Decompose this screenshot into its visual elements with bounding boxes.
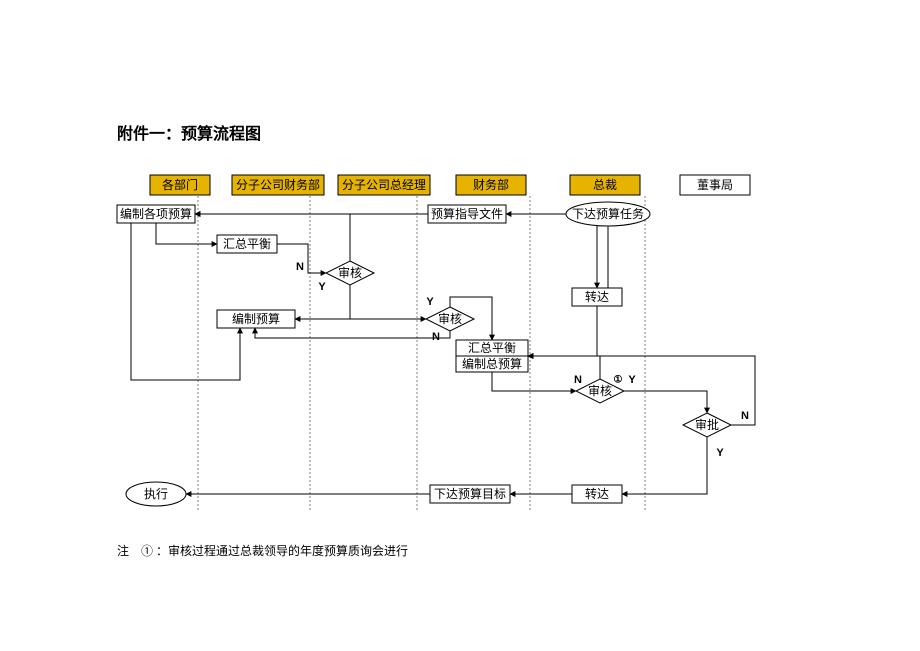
svg-text:编制预算: 编制预算	[232, 311, 280, 326]
svg-text:审批: 审批	[695, 417, 719, 432]
svg-text:①: ①	[614, 375, 623, 386]
svg-text:分子公司财务部: 分子公司财务部	[236, 177, 320, 192]
nodes: 编制各项预算汇总平衡审核编制预算审核汇总平衡编制总预算审核审批转达转达下达预算目…	[117, 202, 731, 506]
svg-text:转达: 转达	[585, 289, 609, 304]
svg-text:Y: Y	[426, 296, 434, 308]
svg-text:N: N	[574, 374, 582, 386]
svg-text:N: N	[432, 331, 440, 343]
svg-text:Y: Y	[716, 447, 724, 459]
svg-text:汇总平衡: 汇总平衡	[223, 237, 271, 251]
svg-text:Y: Y	[628, 374, 636, 386]
footnote: 注 ① ：审核过程通过总裁领导的年度预算质询会进行	[117, 542, 408, 559]
lane-headers: 各部门 分子公司财务部 分子公司总经理 财务部 总裁 董事局	[150, 175, 750, 195]
svg-text:财务部: 财务部	[473, 177, 509, 192]
svg-text:N: N	[741, 410, 749, 422]
svg-text:下达预算目标: 下达预算目标	[434, 486, 506, 501]
svg-text:审核: 审核	[338, 265, 362, 280]
svg-text:总裁: 总裁	[593, 178, 617, 192]
svg-text:预算指导文件: 预算指导文件	[431, 206, 503, 221]
svg-text:审核: 审核	[438, 311, 462, 326]
svg-text:董事局: 董事局	[697, 178, 733, 192]
svg-text:转达: 转达	[585, 486, 609, 501]
page: { "title": "附件一：预算流程图", "footnote": "注 ①…	[0, 0, 920, 651]
svg-text:分子公司总经理: 分子公司总经理	[342, 178, 426, 192]
svg-text:Y: Y	[318, 281, 326, 293]
svg-text:N: N	[296, 261, 304, 273]
edges: NYYNNY①NY	[131, 214, 755, 494]
svg-text:编制各项预算: 编制各项预算	[120, 206, 192, 221]
svg-text:审核: 审核	[588, 383, 612, 398]
svg-text:各部门: 各部门	[162, 177, 198, 192]
svg-text:编制总预算: 编制总预算	[462, 356, 522, 371]
svg-text:下达预算任务: 下达预算任务	[572, 206, 644, 221]
svg-text:执行: 执行	[144, 487, 168, 501]
svg-text:汇总平衡: 汇总平衡	[468, 341, 516, 355]
